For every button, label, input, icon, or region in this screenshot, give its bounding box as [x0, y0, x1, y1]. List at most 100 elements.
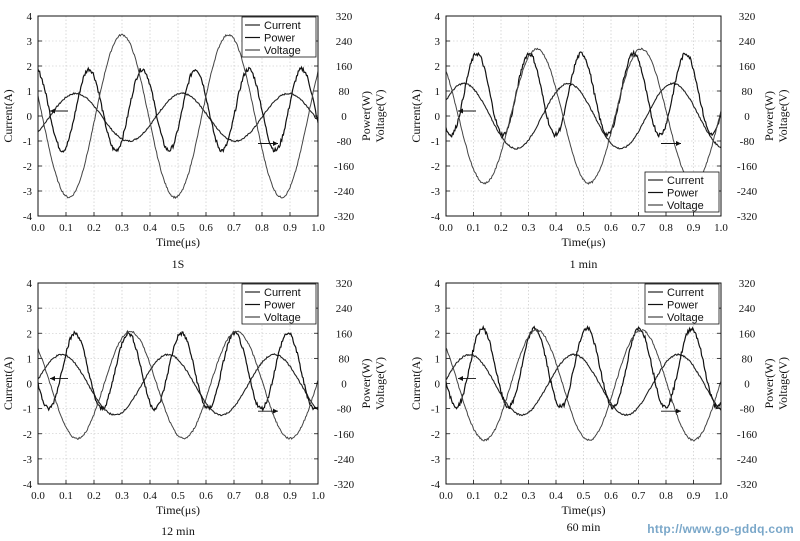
- x-axis-label: Time(μs): [562, 503, 606, 517]
- x-tick-label: 0.6: [199, 490, 213, 502]
- y-tick-label-left: -3: [23, 454, 33, 466]
- y-tick-label-left: -1: [23, 404, 32, 416]
- x-tick-label: 0.1: [467, 222, 481, 234]
- y-tick-label-right: -240: [737, 186, 758, 198]
- x-tick-label: 0.3: [115, 490, 129, 502]
- y-tick-label-right: -240: [737, 454, 758, 466]
- legend-entry-power: Power: [667, 300, 699, 312]
- y-tick-label-left: 1: [27, 86, 33, 98]
- x-tick-label: 0.5: [171, 490, 185, 502]
- x-axis-label: Time(μs): [562, 235, 606, 249]
- y-tick-label-left: -1: [431, 136, 440, 148]
- x-tick-label: 0.4: [143, 222, 157, 234]
- series-line-voltage: [445, 47, 722, 185]
- y-tick-label-right: -160: [334, 161, 355, 173]
- y-tick-label-left: -3: [431, 186, 441, 198]
- x-tick-label: 1.0: [311, 490, 325, 502]
- series-line-power: [445, 324, 722, 410]
- series-line-current: [445, 353, 722, 417]
- y-tick-label-right: -80: [740, 404, 755, 416]
- x-tick-label: 0.2: [494, 490, 508, 502]
- y-tick-label-left: 4: [435, 278, 441, 290]
- pointer-arrow-head: [273, 141, 278, 146]
- y-tick-label-right: 240: [336, 36, 353, 48]
- y-tick-label-right: -320: [737, 479, 758, 491]
- chart-caption: 1 min: [570, 257, 598, 271]
- y-tick-label-right: -160: [737, 161, 758, 173]
- y-tick-label-left: 0: [27, 111, 33, 123]
- y-axis-label-left: Current(A): [409, 89, 423, 142]
- x-tick-label: 0.0: [31, 222, 45, 234]
- y-tick-label-right: 0: [744, 379, 750, 391]
- y-tick-label-right: 80: [339, 86, 351, 98]
- y-tick-label-right: 80: [339, 353, 351, 365]
- y-tick-label-left: 0: [27, 379, 33, 391]
- y-tick-label-left: -3: [431, 454, 441, 466]
- y-tick-label-left: -2: [23, 429, 32, 441]
- y-tick-label-left: 1: [27, 353, 33, 365]
- y-tick-label-right: -80: [740, 136, 755, 148]
- x-tick-label: 0.2: [87, 222, 101, 234]
- y-tick-label-right: 160: [739, 61, 756, 73]
- x-tick-label: 0.6: [604, 490, 618, 502]
- y-tick-label-right: 320: [739, 278, 756, 290]
- series-line-voltage: [37, 33, 319, 200]
- chart-caption: 1S: [172, 257, 185, 271]
- y-tick-label-right: -80: [337, 136, 352, 148]
- y-tick-label-right: -80: [337, 404, 352, 416]
- y-tick-label-left: 4: [27, 11, 33, 23]
- y-tick-label-left: -1: [23, 136, 32, 148]
- x-tick-label: 0.5: [171, 222, 185, 234]
- y-tick-label-right: -320: [334, 479, 355, 491]
- y-tick-label-left: -3: [23, 186, 33, 198]
- x-tick-label: 0.1: [59, 222, 73, 234]
- x-tick-label: 0.7: [227, 222, 241, 234]
- pointer-arrow-head: [676, 141, 681, 146]
- y-tick-label-right: 320: [336, 11, 353, 23]
- x-tick-label: 0.4: [549, 490, 563, 502]
- y-tick-label-left: 3: [27, 303, 33, 315]
- chart-panel-3: 0.0 0.1 0.2 0.3 0.4 0.5 0.6 0.7 0.8 0.9 1.0 4 3 2 1 0 -1…: [1, 278, 387, 538]
- x-tick-label: 0.9: [283, 222, 297, 234]
- y-tick-label-right: 160: [739, 328, 756, 340]
- x-axis-label: Time(μs): [156, 503, 200, 517]
- legend-entry-power: Power: [667, 188, 699, 200]
- y-tick-label-left: 1: [435, 86, 441, 98]
- y-tick-label-left: -2: [23, 161, 32, 173]
- pointer-arrow-head: [273, 408, 278, 414]
- y-tick-label-right: -320: [334, 211, 355, 223]
- y-axis-label-power: Power(W): [359, 91, 373, 141]
- legend-entry-voltage: Voltage: [264, 45, 301, 57]
- y-tick-label-left: -1: [431, 404, 440, 416]
- legend-entry-power: Power: [264, 33, 296, 45]
- x-tick-label: 0.7: [227, 490, 241, 502]
- x-tick-label: 0.9: [687, 222, 701, 234]
- y-tick-label-right: 160: [336, 61, 353, 73]
- x-tick-label: 1.0: [714, 222, 728, 234]
- y-tick-label-left: 4: [27, 278, 33, 290]
- y-axis-label-power: Power(W): [359, 359, 373, 409]
- series-line-power: [37, 65, 319, 154]
- pointer-arrow-head: [50, 375, 55, 381]
- pointer-arrow-head: [458, 108, 463, 114]
- y-tick-label-left: 1: [435, 353, 441, 365]
- y-tick-label-right: 0: [341, 379, 347, 391]
- y-tick-label-right: -160: [334, 429, 355, 441]
- y-tick-label-right: 160: [336, 328, 353, 340]
- x-tick-label: 0.9: [687, 490, 701, 502]
- y-axis-label-left: Current(A): [409, 357, 423, 410]
- y-tick-label-right: 80: [742, 86, 754, 98]
- x-tick-label: 0.5: [577, 222, 591, 234]
- y-axis-label-voltage: Voltage(V): [776, 357, 790, 410]
- y-tick-label-left: 3: [435, 36, 441, 48]
- y-tick-label-right: 240: [336, 303, 353, 315]
- x-axis-label: Time(μs): [156, 235, 200, 249]
- x-tick-label: 0.9: [283, 490, 297, 502]
- y-tick-label-right: 80: [742, 353, 754, 365]
- x-tick-label: 0.4: [143, 490, 157, 502]
- y-tick-label-left: 2: [435, 328, 441, 340]
- y-axis-label-voltage: Voltage(V): [776, 89, 790, 142]
